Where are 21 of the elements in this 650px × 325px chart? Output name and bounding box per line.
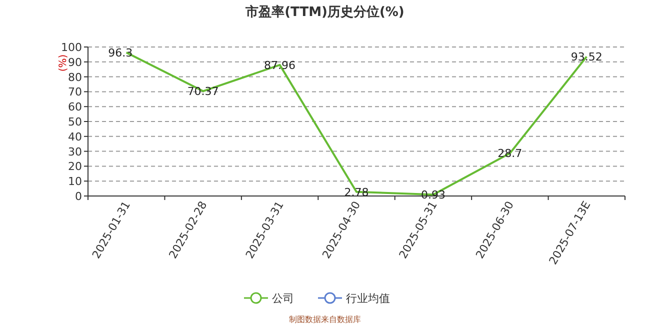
- y-tick-label: 20: [68, 160, 82, 174]
- data-label: 93.52: [570, 50, 602, 64]
- y-tick-label: 30: [68, 145, 82, 158]
- chart-title: 市盈率(TTM)历史分位(%): [244, 4, 404, 20]
- legend-label: 行业均值: [346, 292, 390, 305]
- data-label: 2.78: [344, 186, 369, 199]
- legend-label: 公司: [272, 292, 294, 305]
- y-tick-label: 70: [68, 86, 82, 99]
- data-label: 96.3: [108, 46, 133, 60]
- y-tick-label: 100: [61, 41, 82, 54]
- y-tick-label: 10: [68, 175, 82, 188]
- y-tick-label: 60: [68, 100, 82, 114]
- data-label: 70.37: [187, 85, 219, 98]
- data-label: 87.96: [264, 58, 296, 72]
- y-axis-title: (%): [58, 54, 69, 72]
- y-tick-label: 50: [68, 116, 82, 128]
- y-tick-label: 90: [68, 56, 82, 69]
- y-tick-label: 80: [68, 70, 82, 84]
- y-tick-label: 40: [68, 130, 82, 144]
- y-tick-label: 0: [75, 190, 82, 203]
- text: 制图数据来自数据库: [289, 315, 361, 324]
